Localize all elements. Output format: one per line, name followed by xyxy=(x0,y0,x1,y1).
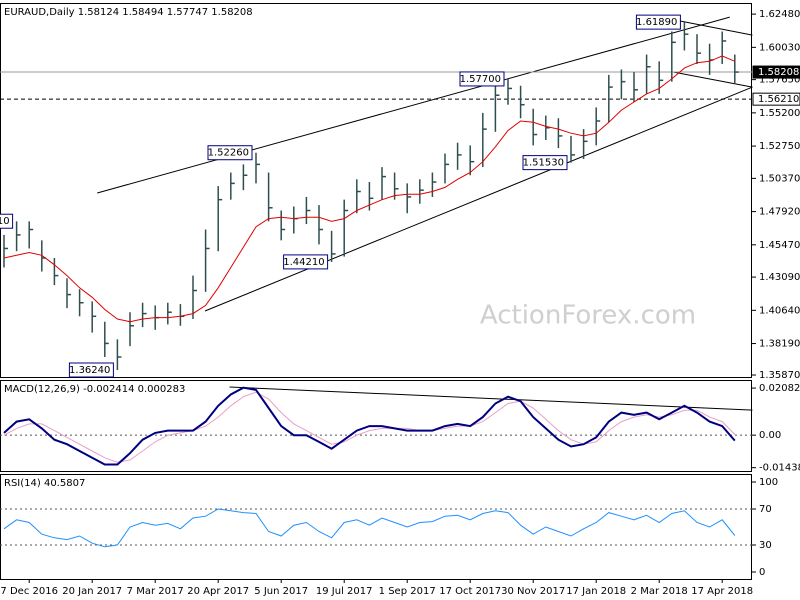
panel-title: RSI(14) 40.5807 xyxy=(4,478,85,489)
annotation-box xyxy=(522,155,568,171)
y-tick-label: 1.57650 xyxy=(759,75,800,86)
y-tick-label: 1.62480 xyxy=(759,9,800,20)
x-tick-label: 20 Jan 2017 xyxy=(62,586,122,597)
trendline xyxy=(672,71,753,88)
y-tick-label: 1.35870 xyxy=(759,370,800,381)
annotation-label: 1.51530 xyxy=(523,158,564,169)
x-tick-label: 17 Oct 2017 xyxy=(439,586,501,597)
trendline xyxy=(675,19,753,36)
x-tick-label: 19 Jul 2017 xyxy=(316,586,373,597)
panel-title: EURAUD,Daily 1.58124 1.58494 1.57747 1.5… xyxy=(4,7,253,18)
y-tick-label: 0 xyxy=(759,567,765,578)
series-line xyxy=(3,386,736,466)
trendline xyxy=(204,86,753,312)
y-tick-label: 70 xyxy=(759,504,772,515)
y-tick-label: -0.014386 xyxy=(759,463,800,474)
x-tick-label: 1 Sep 2017 xyxy=(379,586,436,597)
trendline xyxy=(229,386,753,411)
y-tick-label: 1.38190 xyxy=(759,339,800,350)
y-tick-label: 0.020827 xyxy=(759,383,800,394)
panel-frame xyxy=(0,3,752,378)
x-tick-label: 17 Apr 2018 xyxy=(691,586,753,597)
x-tick-label: 7 Mar 2017 xyxy=(127,586,184,597)
x-tick-label: 17 Jan 2018 xyxy=(566,586,626,597)
y-tick-label: 1.50370 xyxy=(759,173,800,184)
y-tick-label: 1.40640 xyxy=(759,305,800,316)
y-tick-label: 30 xyxy=(759,540,772,551)
x-tick-label: 30 Nov 2017 xyxy=(501,586,565,597)
x-tick-label: 2 Mar 2018 xyxy=(631,586,688,597)
series-line xyxy=(3,508,736,548)
annotation-box xyxy=(207,145,253,161)
panel-title: MACD(12,26,9) -0.002414 0.000283 xyxy=(4,384,185,395)
annotation-label: 7210 xyxy=(0,216,10,227)
trendline xyxy=(97,16,730,194)
annotation-label: 1.57700 xyxy=(460,74,501,85)
y-tick-label: 1.52750 xyxy=(759,141,800,152)
price-label: 1.58208 xyxy=(758,67,799,78)
price-label-box xyxy=(752,92,800,106)
annotation-box xyxy=(635,14,681,30)
price-label: 1.56210 xyxy=(758,94,799,105)
y-tick-label: 1.43090 xyxy=(759,272,800,283)
annotation-box xyxy=(283,254,329,270)
annotation-box xyxy=(459,71,505,87)
annotation-box xyxy=(68,362,114,378)
x-tick-label: 20 Apr 2017 xyxy=(187,586,249,597)
annotation-box xyxy=(0,213,14,229)
annotation-label: 1.52260 xyxy=(208,148,249,159)
x-tick-label: 7 Dec 2016 xyxy=(0,586,58,597)
y-tick-label: 1.60030 xyxy=(759,42,800,53)
series-line xyxy=(3,391,736,463)
panel-frame xyxy=(0,474,752,580)
watermark: ActionForex.com xyxy=(480,301,696,331)
annotation-label: 1.44210 xyxy=(283,257,324,268)
y-tick-label: 0.00 xyxy=(759,430,781,441)
y-tick-label: 1.47920 xyxy=(759,207,800,218)
x-tick-label: 5 Jun 2017 xyxy=(254,586,308,597)
annotation-label: 1.61890 xyxy=(636,17,677,28)
y-tick-label: 1.45470 xyxy=(759,240,800,251)
price-label-box xyxy=(752,65,800,79)
y-tick-label: 1.55200 xyxy=(759,108,800,119)
y-tick-label: 100 xyxy=(759,477,778,488)
moving-average xyxy=(3,55,735,323)
panel-frame xyxy=(0,380,752,472)
annotation-label: 1.36240 xyxy=(69,365,110,376)
